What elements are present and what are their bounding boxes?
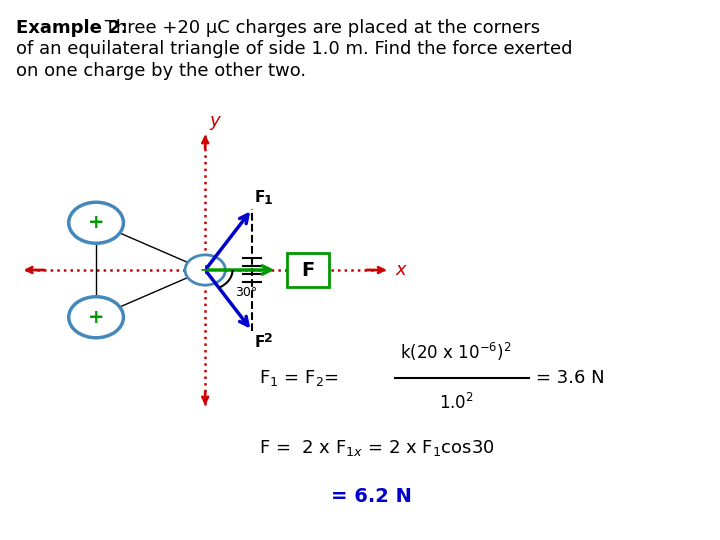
Circle shape: [68, 202, 123, 243]
Text: 1.0$^2$: 1.0$^2$: [439, 393, 474, 413]
Text: = 3.6 N: = 3.6 N: [536, 369, 605, 387]
Circle shape: [68, 297, 123, 338]
Circle shape: [185, 255, 225, 285]
Text: F =  2 x F$_{1x}$ = 2 x F$_1$cos30: F = 2 x F$_{1x}$ = 2 x F$_1$cos30: [259, 438, 495, 458]
Text: F: F: [255, 335, 265, 350]
Text: x: x: [395, 261, 406, 279]
Text: F: F: [301, 260, 315, 280]
Text: on one charge by the other two.: on one charge by the other two.: [16, 62, 306, 80]
Text: Example 2:: Example 2:: [16, 19, 127, 37]
Text: of an equilateral triangle of side 1.0 m. Find the force exerted: of an equilateral triangle of side 1.0 m…: [16, 40, 572, 58]
Text: +: +: [88, 308, 104, 327]
Text: +: +: [88, 213, 104, 232]
Text: y: y: [210, 112, 220, 130]
Text: 1: 1: [264, 193, 272, 206]
Text: = 6.2 N: = 6.2 N: [331, 487, 412, 507]
Text: F: F: [255, 190, 265, 205]
Text: 2: 2: [264, 333, 272, 346]
Text: +: +: [199, 263, 211, 277]
Text: 30°: 30°: [235, 286, 258, 299]
FancyBboxPatch shape: [287, 253, 329, 287]
Text: Three +20 μC charges are placed at the corners: Three +20 μC charges are placed at the c…: [99, 19, 540, 37]
Text: k(20 x 10$^{-6}$)$^2$: k(20 x 10$^{-6}$)$^2$: [400, 341, 511, 363]
Text: F$_1$ = F$_2$=: F$_1$ = F$_2$=: [259, 368, 339, 388]
